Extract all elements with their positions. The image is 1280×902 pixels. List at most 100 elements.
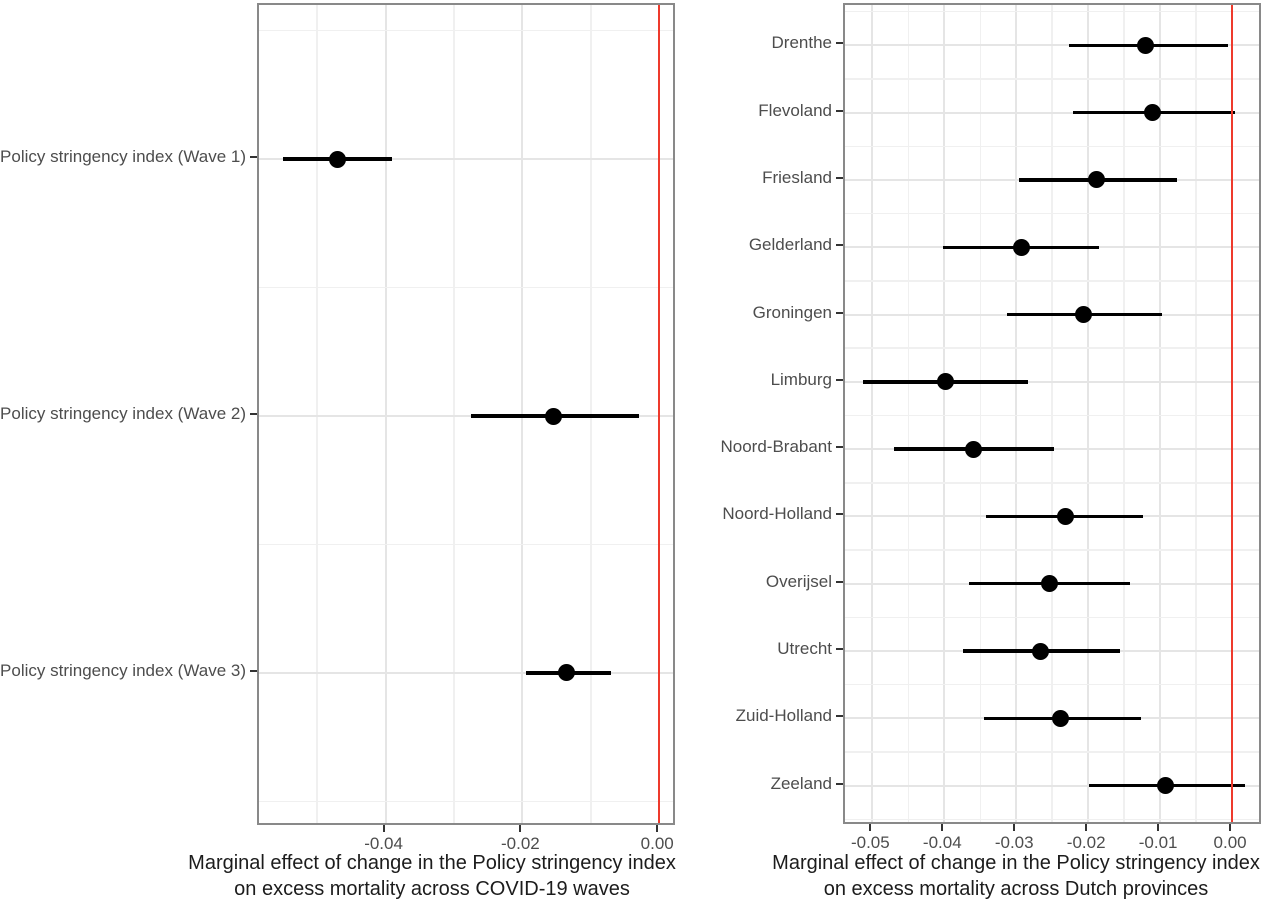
point-estimate-dot [1032,642,1050,660]
x-axis-tick [1013,824,1016,831]
minor-gridline-vertical [316,5,318,823]
major-gridline-horizontal [259,158,673,161]
minor-gridline-horizontal [845,482,1259,484]
x-axis-tick-label: -0.03 [994,833,1034,852]
major-gridline-horizontal [259,671,673,674]
minor-gridline-horizontal [845,751,1259,753]
y-axis-tick [836,513,843,516]
point-estimate-dot [1056,507,1074,525]
minor-gridline-horizontal [845,347,1259,349]
y-axis-tick [250,156,257,159]
y-axis-label: Friesland [762,167,832,187]
major-gridline-vertical [1159,5,1162,822]
plot-panel [257,3,675,825]
y-axis-label: Flevoland [758,100,832,120]
waves-forest-plot: Policy stringency index (Wave 1) Policy s… [0,3,676,900]
minor-gridline-horizontal [845,280,1259,282]
x-axis-tick [941,824,944,831]
y-axis-label: Noord-Holland [722,504,832,524]
y-axis-tick [836,311,843,314]
point-estimate-dot [329,150,347,168]
x-axis-tick-label: -0.02 [501,834,540,853]
y-axis-tick [836,378,843,381]
minor-gridline-horizontal [845,549,1259,551]
minor-gridline-horizontal [259,543,673,546]
minor-gridline-horizontal [845,818,1259,821]
x-axis-tick-label: -0.01 [1138,833,1178,852]
x-axis-tick-label: -0.04 [364,834,403,853]
minor-gridline-horizontal [845,212,1259,215]
point-estimate-dot [1137,36,1155,54]
y-axis-label: Noord-Brabant [720,437,832,457]
major-gridline-horizontal [845,784,1259,787]
zero-reference-line [657,5,661,823]
point-estimate-dot [965,440,983,458]
major-gridline-horizontal [845,111,1259,114]
x-axis-tick [1229,824,1232,831]
point-estimate-dot [1157,777,1175,795]
minor-gridline-vertical [453,5,455,823]
point-estimate-dot [1075,306,1093,324]
y-axis-label: Policy stringency index (Wave 3) [0,660,246,680]
x-axis-tick [869,824,872,831]
x-axis-tick [1157,824,1160,831]
x-axis-tick-label: 0.00 [640,834,674,853]
y-axis-label: Gelderland [748,235,832,255]
y-axis-label: Overijsel [765,571,832,591]
y-axis-tick [836,446,843,449]
y-axis-label: Groningen [752,302,832,322]
minor-gridline-vertical [590,5,592,823]
provinces-forest-plot: Drenthe Flevoland Friesland Gelderland Groni… [700,0,1280,902]
point-estimate-dot [1012,238,1030,256]
y-axis-tick [250,413,257,415]
major-gridline-vertical [943,5,946,822]
x-axis-tick-label: -0.05 [850,833,890,852]
major-gridline-vertical [871,5,874,822]
x-axis-title-line1: Marginal effect of change in the Policy … [772,852,1260,874]
y-axis-label: Utrecht [777,639,832,659]
y-axis-label: Policy stringency index (Wave 2) [0,404,246,423]
y-axis-tick [836,715,843,718]
point-estimate-dot [558,664,576,682]
minor-gridline-vertical [1195,5,1197,822]
minor-gridline-vertical [979,5,981,822]
x-axis-tick-label: -0.04 [922,833,962,852]
minor-gridline-horizontal [845,78,1259,80]
major-gridline-horizontal [845,380,1259,383]
minor-gridline-horizontal [259,800,673,803]
minor-gridline-horizontal [845,616,1259,619]
y-axis-tick [836,782,843,785]
x-axis-title-line2: on excess mortality across COVID-19 wave… [234,878,630,900]
point-estimate-dot [1088,171,1106,189]
point-estimate-dot [1040,575,1058,593]
major-gridline-horizontal [259,415,673,417]
y-axis-tick [836,244,843,247]
y-axis-tick [836,648,843,651]
y-axis-label: Limburg [770,369,832,389]
minor-gridline-horizontal [845,145,1259,148]
y-axis-tick [836,109,843,112]
y-axis-label: Zuid-Holland [735,706,832,726]
x-axis-tick-label: 0.00 [1213,833,1247,852]
minor-gridline-horizontal [259,286,673,289]
x-axis-title-line1: Marginal effect of change in the Policy … [188,852,676,874]
major-gridline-vertical [1015,5,1018,822]
minor-gridline-vertical [907,5,910,822]
x-axis-tick [519,825,522,832]
minor-gridline-horizontal [845,683,1259,686]
x-axis-tick [656,825,659,832]
zero-reference-line [1230,5,1234,822]
point-estimate-dot [936,373,954,391]
y-axis-tick [836,42,843,45]
major-gridline-vertical [384,5,387,823]
major-gridline-vertical [1087,5,1090,822]
x-axis-tick [1085,824,1088,831]
y-axis-tick [836,176,843,179]
major-gridline-horizontal [845,44,1259,47]
point-estimate-dot [544,407,562,425]
x-axis-title-line2: on excess mortality across Dutch provinc… [823,878,1209,900]
y-axis-tick [836,580,843,583]
major-gridline-vertical [521,5,524,823]
point-estimate-dot [1052,709,1070,727]
